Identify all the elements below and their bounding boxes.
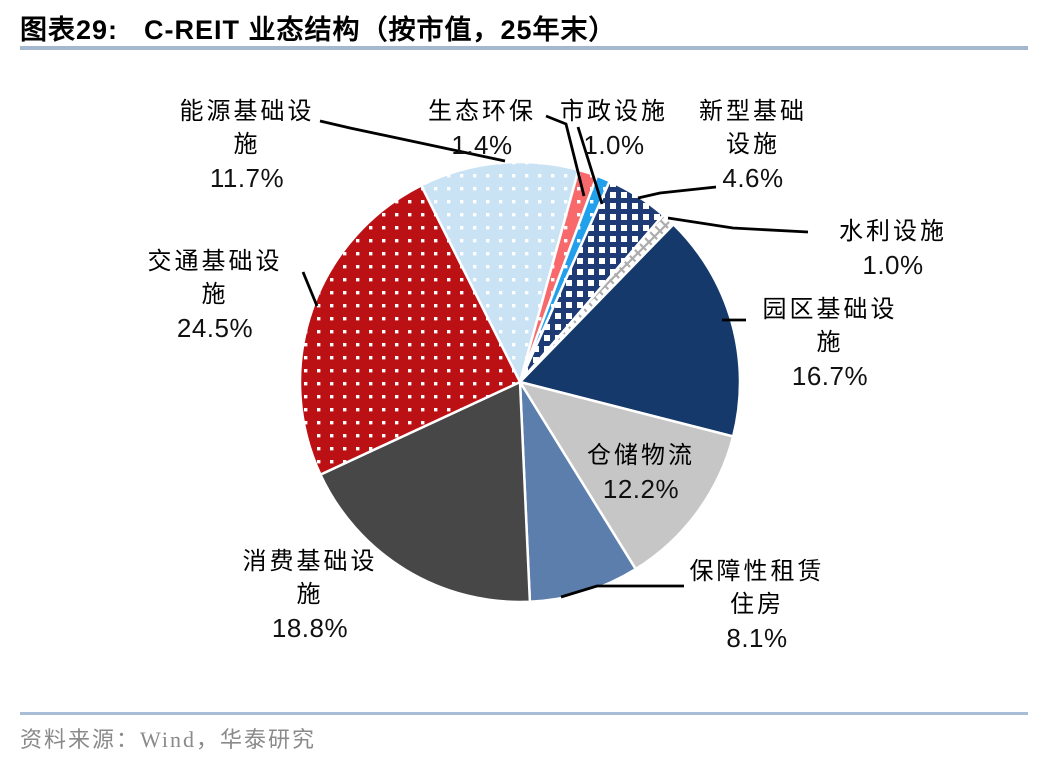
slice-label-text: 仓储物流 bbox=[587, 443, 695, 469]
slice-label-text: 消费基础设 bbox=[242, 549, 378, 575]
pie-slice-10 bbox=[298, 184, 522, 476]
leader-line-new-infra bbox=[637, 185, 717, 200]
figure-title: 图表29: C-REIT 业态结构（按市值，25年末） bbox=[20, 8, 1028, 47]
slice-label-consumer: 消费基础设施 18.8% bbox=[243, 546, 378, 645]
slice-label-park: 园区基础设施 16.7% bbox=[763, 294, 898, 393]
slice-label-percent: 1.0% bbox=[862, 250, 924, 280]
title-underline bbox=[20, 46, 1028, 50]
leader-line-rental bbox=[560, 584, 684, 599]
leader-line-ecology bbox=[545, 114, 586, 197]
slice-label-text: 交通基础设 bbox=[147, 249, 283, 275]
slice-label-text: 园区基础设 bbox=[762, 297, 898, 323]
slice-label-percent: 4.6% bbox=[722, 163, 784, 193]
slice-label-municipal: 市政设施 1.0% bbox=[560, 96, 668, 162]
slice-label-percent: 24.5% bbox=[176, 313, 254, 343]
slice-label-water: 水利设施 1.0% bbox=[839, 216, 947, 282]
pie-slice-9 bbox=[319, 380, 532, 604]
slice-label-text: 施 bbox=[816, 330, 844, 356]
footer-divider bbox=[20, 712, 1028, 715]
slice-label-energy: 能源基础设施 11.7% bbox=[180, 96, 315, 195]
slice-label-text: 市政设施 bbox=[560, 99, 668, 125]
slice-label-rental: 保障性租赁住房 8.1% bbox=[690, 556, 825, 655]
slice-label-logistics: 仓储物流 12.2% bbox=[587, 440, 695, 506]
slice-label-text: 施 bbox=[233, 132, 261, 158]
slice-label-percent: 8.1% bbox=[726, 623, 788, 653]
slice-label-text: 生态环保 bbox=[428, 99, 536, 125]
leader-line-water bbox=[667, 216, 809, 234]
source-note: 资料来源：Wind，华泰研究 bbox=[20, 727, 316, 752]
slice-label-text: 新型基础 bbox=[699, 99, 807, 125]
slice-label-text: 设施 bbox=[726, 132, 780, 158]
slice-label-percent: 18.8% bbox=[271, 613, 349, 643]
slice-label-percent: 12.2% bbox=[602, 474, 680, 504]
figure-header: 图表29: C-REIT 业态结构（按市值，25年末） bbox=[20, 8, 1028, 47]
pie-slice-8 bbox=[518, 380, 637, 604]
slice-label-percent: 11.7% bbox=[209, 163, 285, 193]
slice-label-text: 水利设施 bbox=[839, 219, 947, 245]
slice-label-ecology: 生态环保 1.4% bbox=[428, 96, 536, 162]
slice-label-transport: 交通基础设施 24.5% bbox=[148, 246, 283, 345]
pie-slice-1 bbox=[419, 160, 580, 384]
slice-label-text: 能源基础设 bbox=[179, 99, 315, 125]
slice-label-text: 保障性租赁 bbox=[689, 559, 825, 585]
slice-label-new-infra: 新型基础设施 4.6% bbox=[699, 96, 807, 195]
slice-label-percent: 1.4% bbox=[451, 130, 513, 160]
pie-slice-7 bbox=[518, 380, 735, 571]
leader-line-municipal bbox=[576, 126, 604, 205]
leader-line-energy bbox=[319, 119, 506, 163]
slice-label-percent: 1.0% bbox=[583, 130, 645, 160]
pie-slice-6 bbox=[518, 223, 742, 438]
leader-line-transport bbox=[301, 271, 319, 307]
slice-label-text: 施 bbox=[296, 582, 324, 608]
figure-title-text: C-REIT 业态结构（按市值，25年末） bbox=[144, 15, 617, 45]
slice-label-percent: 16.7% bbox=[791, 361, 869, 391]
figure-number: 图表29: bbox=[20, 15, 119, 45]
slice-label-text: 施 bbox=[201, 282, 229, 308]
slice-label-text: 住房 bbox=[730, 592, 784, 618]
